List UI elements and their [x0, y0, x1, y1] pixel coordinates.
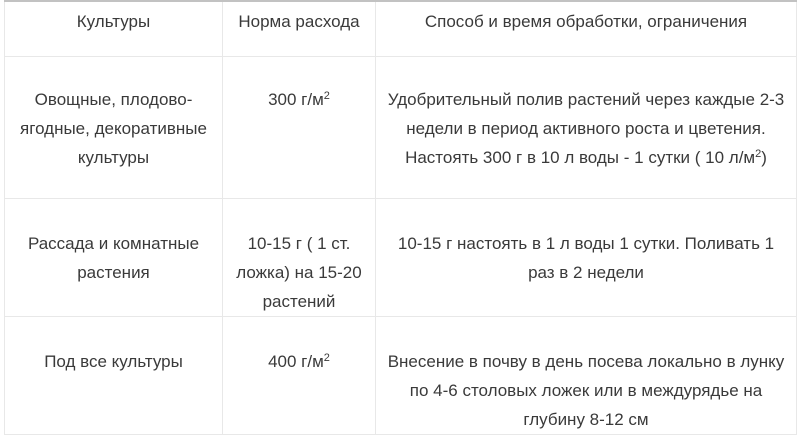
- header-method: Способ и время обработки, ограничения: [375, 0, 797, 57]
- header-row: Культуры Норма расхода Способ и время об…: [4, 0, 797, 57]
- fertilizer-usage-table-container: Культуры Норма расхода Способ и время об…: [4, 0, 797, 435]
- method-text: 10-15 г настоять в 1 л воды 1 сутки. Пол…: [397, 233, 775, 282]
- cell-culture: Под все культуры: [4, 315, 223, 435]
- method-text-end: ): [761, 147, 767, 167]
- fertilizer-usage-table: Культуры Норма расхода Способ и время об…: [4, 0, 797, 435]
- method-superscript: 2: [755, 147, 762, 160]
- table-row: Рассада и комнатные растения 10-15 г ( 1…: [4, 197, 797, 317]
- rate-text: 300 г/м: [268, 89, 324, 109]
- rate-superscript: 2: [323, 351, 330, 364]
- cell-rate: 10-15 г ( 1 ст. ложка) на 15-20 растений: [222, 197, 376, 317]
- cell-rate: 400 г/м2: [222, 315, 376, 435]
- rate-text: 10-15 г ( 1 ст. ложка) на 15-20 растений: [236, 233, 362, 311]
- method-text: Удобрительный полив растений через кажды…: [387, 89, 785, 167]
- table-row: Под все культуры 400 г/м2 Внесение в поч…: [4, 315, 797, 435]
- method-text: Внесение в почву в день посева локально …: [387, 351, 785, 429]
- cell-method: 10-15 г настоять в 1 л воды 1 сутки. Пол…: [375, 197, 797, 317]
- rate-text: 400 г/м: [268, 351, 324, 371]
- cell-rate: 300 г/м2: [222, 55, 376, 199]
- header-rate: Норма расхода: [222, 0, 376, 57]
- cell-method: Удобрительный полив растений через кажды…: [375, 55, 797, 199]
- cell-method: Внесение в почву в день посева локально …: [375, 315, 797, 435]
- rate-superscript: 2: [323, 89, 330, 102]
- table-row: Овощные, плодово-ягодные, декоративные к…: [4, 55, 797, 199]
- cell-culture: Рассада и комнатные растения: [4, 197, 223, 317]
- header-cultures: Культуры: [4, 0, 223, 57]
- cell-culture: Овощные, плодово-ягодные, декоративные к…: [4, 55, 223, 199]
